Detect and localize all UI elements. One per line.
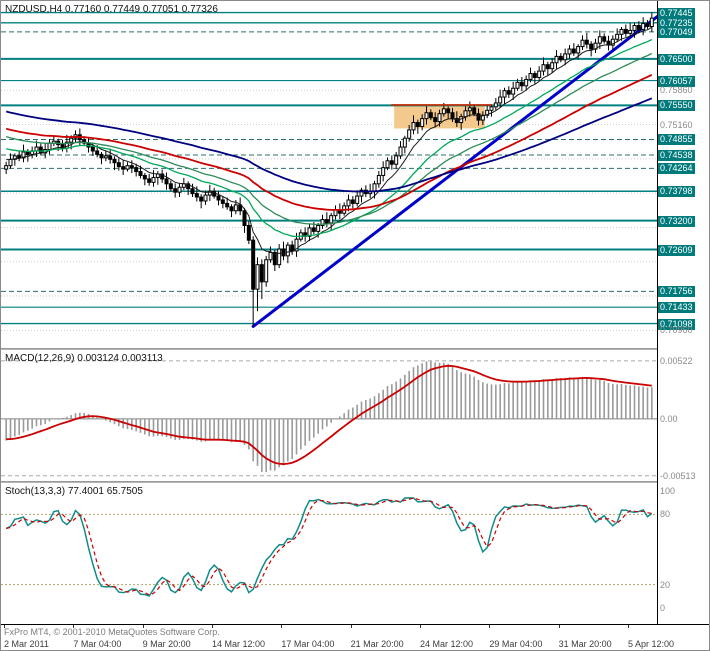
time-axis-label: 17 Mar 04:00: [281, 639, 335, 649]
time-axis-label: 31 Mar 20:00: [558, 639, 612, 649]
panel-separator[interactable]: [1, 481, 657, 483]
macd-title: MACD(12,26,9) 0.003124 0.003113: [5, 353, 163, 364]
time-axis-tick: [489, 625, 491, 628]
stoch-axis-label: 20: [660, 579, 671, 590]
time-axis-tick: [4, 625, 5, 628]
copyright-text: FxPro MT4, © 2001-2010 MetaQuotes Softwa…: [4, 627, 220, 637]
macd-panel: MACD(12,26,9) 0.003124 0.003113: [1, 350, 657, 481]
time-axis-tick: [420, 625, 421, 628]
price-level-badge: 0.76500: [658, 53, 695, 65]
time-axis-label: 14 Mar 12:00: [212, 639, 266, 649]
stochastic-title: Stoch(13,3,3) 77.4001 65.7505: [5, 486, 143, 497]
stoch-axis-label: 100: [660, 486, 676, 496]
time-axis-tick: [212, 625, 213, 628]
time-axis-label: 7 Mar 04:00: [73, 639, 122, 649]
macd-histogram: [5, 361, 653, 473]
price-level-badge: 0.72609: [658, 244, 695, 256]
price-level-badge: 0.74538: [658, 149, 695, 161]
main-price-chart[interactable]: [1, 1, 657, 348]
macd-axis-label: 0.00522: [660, 355, 693, 366]
price-tick-label: 0.75160: [660, 119, 693, 130]
price-level-badge: 0.71098: [658, 318, 695, 330]
time-axis-label: 9 Mar 20:00: [142, 639, 191, 649]
price-level-badge: 0.71756: [658, 286, 695, 298]
price-level-badge: 0.77049: [658, 26, 695, 38]
macd-indicator-chart[interactable]: [1, 350, 657, 481]
panel-separator[interactable]: [1, 348, 657, 350]
stoch-axis-label: 80: [660, 509, 671, 520]
time-axis-tick: [558, 625, 560, 628]
price-level-badge: 0.77235: [658, 17, 695, 29]
candles-layer: [4, 12, 654, 327]
macd-signal-line: [6, 364, 652, 466]
time-axis-label: 29 Mar 04:00: [489, 639, 543, 649]
time-axis-tick: [142, 625, 144, 628]
price-level-badge: 0.74855: [658, 134, 695, 146]
time-axis-label: 2 Mar 2011: [4, 639, 49, 649]
time-axis-tick: [73, 625, 75, 628]
moving-averages-layer: [5, 26, 653, 255]
stochastic-indicator-chart[interactable]: [1, 483, 657, 624]
stoch-axis-label: 0: [660, 603, 666, 613]
price-tick-label: 0.75860: [660, 85, 693, 96]
main-price-panel: NZDUSD,H4 0.77160 0.77449 0.77051 0.7732…: [1, 1, 657, 348]
price-axis-divider: [657, 1, 658, 624]
time-axis-label: 24 Mar 12:00: [420, 639, 474, 649]
time-axis-tick: [628, 625, 629, 628]
macd-axis-label: 0.00: [660, 413, 678, 424]
price-axis: 0.77445 0.77235 0.77049 0.76500 0.76057 0.755…: [658, 1, 709, 624]
price-level-badge: 0.71433: [658, 302, 695, 314]
price-level-badge: 0.74264: [658, 163, 695, 175]
time-axis: FxPro MT4, © 2001-2010 MetaQuotes Softwa…: [1, 625, 709, 650]
price-tick-label: 0.70960: [660, 325, 693, 336]
macd-axis-label: -0.00513: [660, 470, 696, 481]
stoch-d-line: [6, 497, 652, 596]
price-level-badge: 0.77445: [658, 7, 695, 19]
stoch-k-line: [5, 497, 653, 597]
support-resistance-layer: [1, 11, 657, 325]
time-axis-divider: [1, 624, 709, 625]
time-axis-tick: [350, 625, 352, 628]
time-axis-label: 21 Mar 20:00: [350, 639, 404, 649]
price-level-badge: 0.73200: [658, 215, 695, 227]
stochastic-panel: Stoch(13,3,3) 77.4001 65.7505: [1, 483, 657, 624]
price-level-badge: 0.76057: [658, 75, 695, 87]
price-level-badge: 0.75550: [658, 100, 695, 112]
price-level-badge: 0.73798: [658, 186, 695, 198]
grid-layer: [1, 89, 657, 331]
symbol-ohlc-title: NZDUSD,H4 0.77160 0.77449 0.77051 0.7732…: [5, 4, 218, 15]
time-axis-label: 5 Apr 12:00: [628, 639, 675, 649]
time-axis-tick: [281, 625, 283, 628]
